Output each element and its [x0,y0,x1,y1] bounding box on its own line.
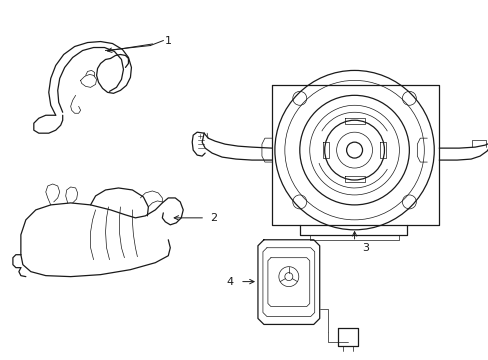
Text: 4: 4 [226,276,233,287]
Circle shape [346,142,362,158]
Text: 1: 1 [165,36,172,46]
Text: 2: 2 [210,213,217,223]
Text: 3: 3 [362,243,369,253]
